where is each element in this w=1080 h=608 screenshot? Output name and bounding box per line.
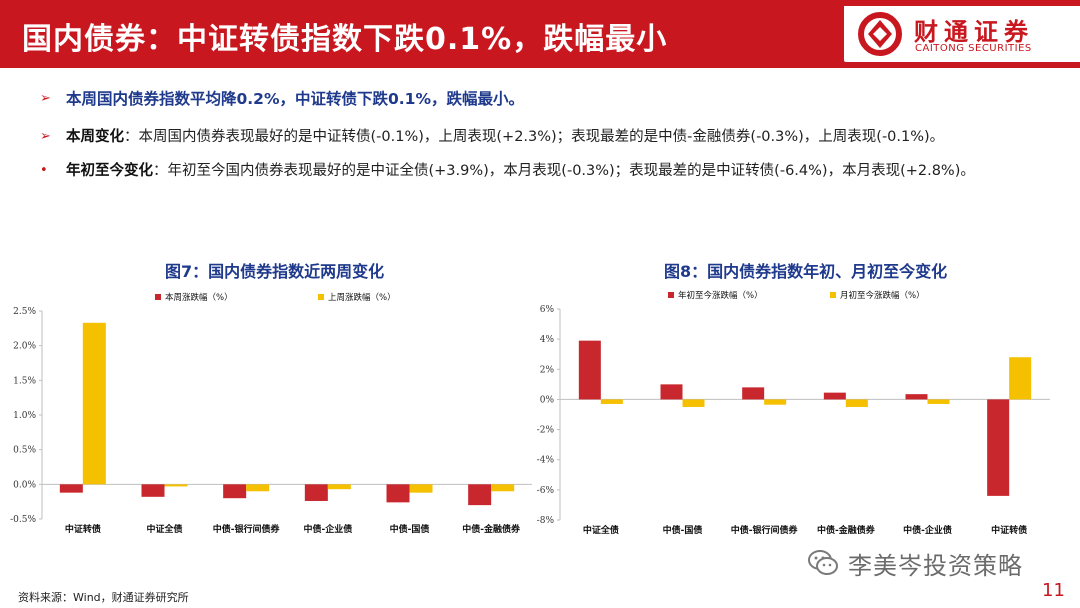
weekly-change-chart: -0.5% 0.0% 0.5% 1.0% 1.5% 2.0% 2.5% 中证转债 中证全债 中债-… xyxy=(10,292,532,535)
y-tick-label: -6% xyxy=(537,486,555,496)
x-category-label: 中证转债 xyxy=(991,524,1027,536)
y-tick-label: -8% xyxy=(537,516,555,526)
bar-series2 xyxy=(409,484,433,493)
wechat-icon xyxy=(808,550,838,575)
x-category-label: 中债-国债 xyxy=(663,524,703,536)
y-tick-label: -4% xyxy=(537,456,555,466)
bar-series1 xyxy=(905,394,928,400)
x-category-label: 中证全债 xyxy=(146,523,182,535)
bar-series2 xyxy=(682,399,705,407)
x-category-label: 中证转债 xyxy=(65,523,101,535)
bar-series2 xyxy=(82,322,106,485)
brand-name-cn: 财通证券 xyxy=(914,18,1034,46)
legend-label: 本周涨跌幅（%） xyxy=(165,292,233,303)
ytd-mtd-change-chart: -8% -6% -4% -2% 0% 2% 4% 6% 中证全债 中债-国债 中债-银行间债券 中债-… xyxy=(537,290,1050,536)
bar-series2 xyxy=(246,484,270,492)
page-title: 国内债券：中证转债指数下跌0.1%，跌幅最小 xyxy=(22,22,668,57)
legend-swatch xyxy=(155,294,161,300)
watermark-text: 李美岑投资策略 xyxy=(848,551,1023,580)
y-tick-label: 1.0% xyxy=(13,411,36,421)
ytd-change-label: 年初至今变化 xyxy=(66,163,153,179)
x-category-label: 中债-银行间债券 xyxy=(213,523,281,535)
legend-swatch xyxy=(318,294,324,300)
bar-series1 xyxy=(59,484,83,493)
legend-label: 月初至今涨跌幅（%） xyxy=(840,290,925,301)
chart-title-fig7: 图7：国内债券指数近两周变化 xyxy=(165,262,385,281)
brand-name-en: CAITONG SECURITIES xyxy=(915,43,1032,54)
x-category-label: 中债-国债 xyxy=(390,523,430,535)
y-tick-label: 0.5% xyxy=(13,446,36,456)
ytd-change-bullet: • 年初至今变化：年初至今国内债券表现最好的是中证全债(+3.9%)，本月表现(… xyxy=(38,160,998,182)
data-source-note: 资料来源：Wind，财通证券研究所 xyxy=(18,591,189,604)
y-tick-label: 1.5% xyxy=(13,376,36,386)
bar-series2 xyxy=(600,399,623,404)
arrow-bullet-icon: ➢ xyxy=(40,129,51,144)
bar-series2 xyxy=(845,399,868,407)
weekly-change-label: 本周变化 xyxy=(66,129,124,145)
bar-series1 xyxy=(386,484,410,503)
y-tick-label: 4% xyxy=(540,335,555,345)
legend-swatch xyxy=(668,292,674,298)
bar-series1 xyxy=(660,384,683,400)
y-tick-label: -0.5% xyxy=(10,515,36,525)
dot-bullet-icon: • xyxy=(40,163,48,178)
y-tick-label: 0.0% xyxy=(13,480,36,490)
caitong-logo-icon xyxy=(858,12,902,56)
bar-series1 xyxy=(223,484,247,499)
y-tick-label: 2.5% xyxy=(13,307,36,317)
bar-series2 xyxy=(327,484,351,490)
x-category-label: 中债-金融债券 xyxy=(462,523,521,535)
x-category-label: 中证全债 xyxy=(583,524,619,536)
summary-headline-text: 本周国内债券指数平均降0.2%，中证转债下跌0.1%，跌幅最小。 xyxy=(66,90,524,108)
arrow-bullet-icon: ➢ xyxy=(40,91,51,106)
weekly-change-text: ：本周国内债券表现最好的是中证转债(-0.1%)，上周表现(+2.3%)；表现最… xyxy=(124,129,945,145)
bar-series1 xyxy=(578,340,601,400)
chart-title-fig8: 图8：国内债券指数年初、月初至今变化 xyxy=(664,262,948,281)
bar-series2 xyxy=(764,399,787,405)
bar-series1 xyxy=(304,484,328,501)
x-category-label: 中债-企业债 xyxy=(303,523,352,535)
legend-label: 年初至今涨跌幅（%） xyxy=(678,290,763,301)
bar-series2 xyxy=(164,484,188,487)
bar-series2 xyxy=(1009,357,1032,400)
bar-series1 xyxy=(141,484,165,497)
bar-series1 xyxy=(823,392,846,400)
y-tick-label: 0% xyxy=(540,395,555,405)
wechat-watermark: 李美岑投资策略 xyxy=(806,546,1023,580)
legend-swatch xyxy=(830,292,836,298)
x-category-label: 中债-银行间债券 xyxy=(731,524,799,536)
y-tick-label: 6% xyxy=(540,305,555,315)
bar-series2 xyxy=(491,484,515,492)
summary-headline: ➢ 本周国内债券指数平均降0.2%，中证转债下跌0.1%，跌幅最小。 xyxy=(38,88,524,110)
y-tick-label: 2% xyxy=(540,365,555,375)
bar-series1 xyxy=(987,399,1010,496)
weekly-change-bullet: ➢ 本周变化：本周国内债券表现最好的是中证转债(-0.1%)，上周表现(+2.3… xyxy=(38,126,944,148)
brand-logo: 财通证券 CAITONG SECURITIES xyxy=(844,6,1080,62)
page-number: 11 xyxy=(1042,580,1065,601)
y-tick-label: 2.0% xyxy=(13,342,36,352)
bar-series1 xyxy=(742,387,765,400)
x-category-label: 中债-企业债 xyxy=(903,524,952,536)
y-tick-label: -2% xyxy=(537,426,555,436)
title-bar: 国内债券：中证转债指数下跌0.1%，跌幅最小 财通证券 CAITONG SECU… xyxy=(0,0,1080,68)
legend-label: 上周涨跌幅（%） xyxy=(328,292,396,303)
bar-series1 xyxy=(468,484,492,506)
bar-series2 xyxy=(927,399,950,404)
ytd-change-text: ：年初至今国内债券表现最好的是中证全债(+3.9%)，本月表现(-0.3%)；表… xyxy=(153,163,975,179)
x-category-label: 中债-金融债券 xyxy=(817,524,876,536)
